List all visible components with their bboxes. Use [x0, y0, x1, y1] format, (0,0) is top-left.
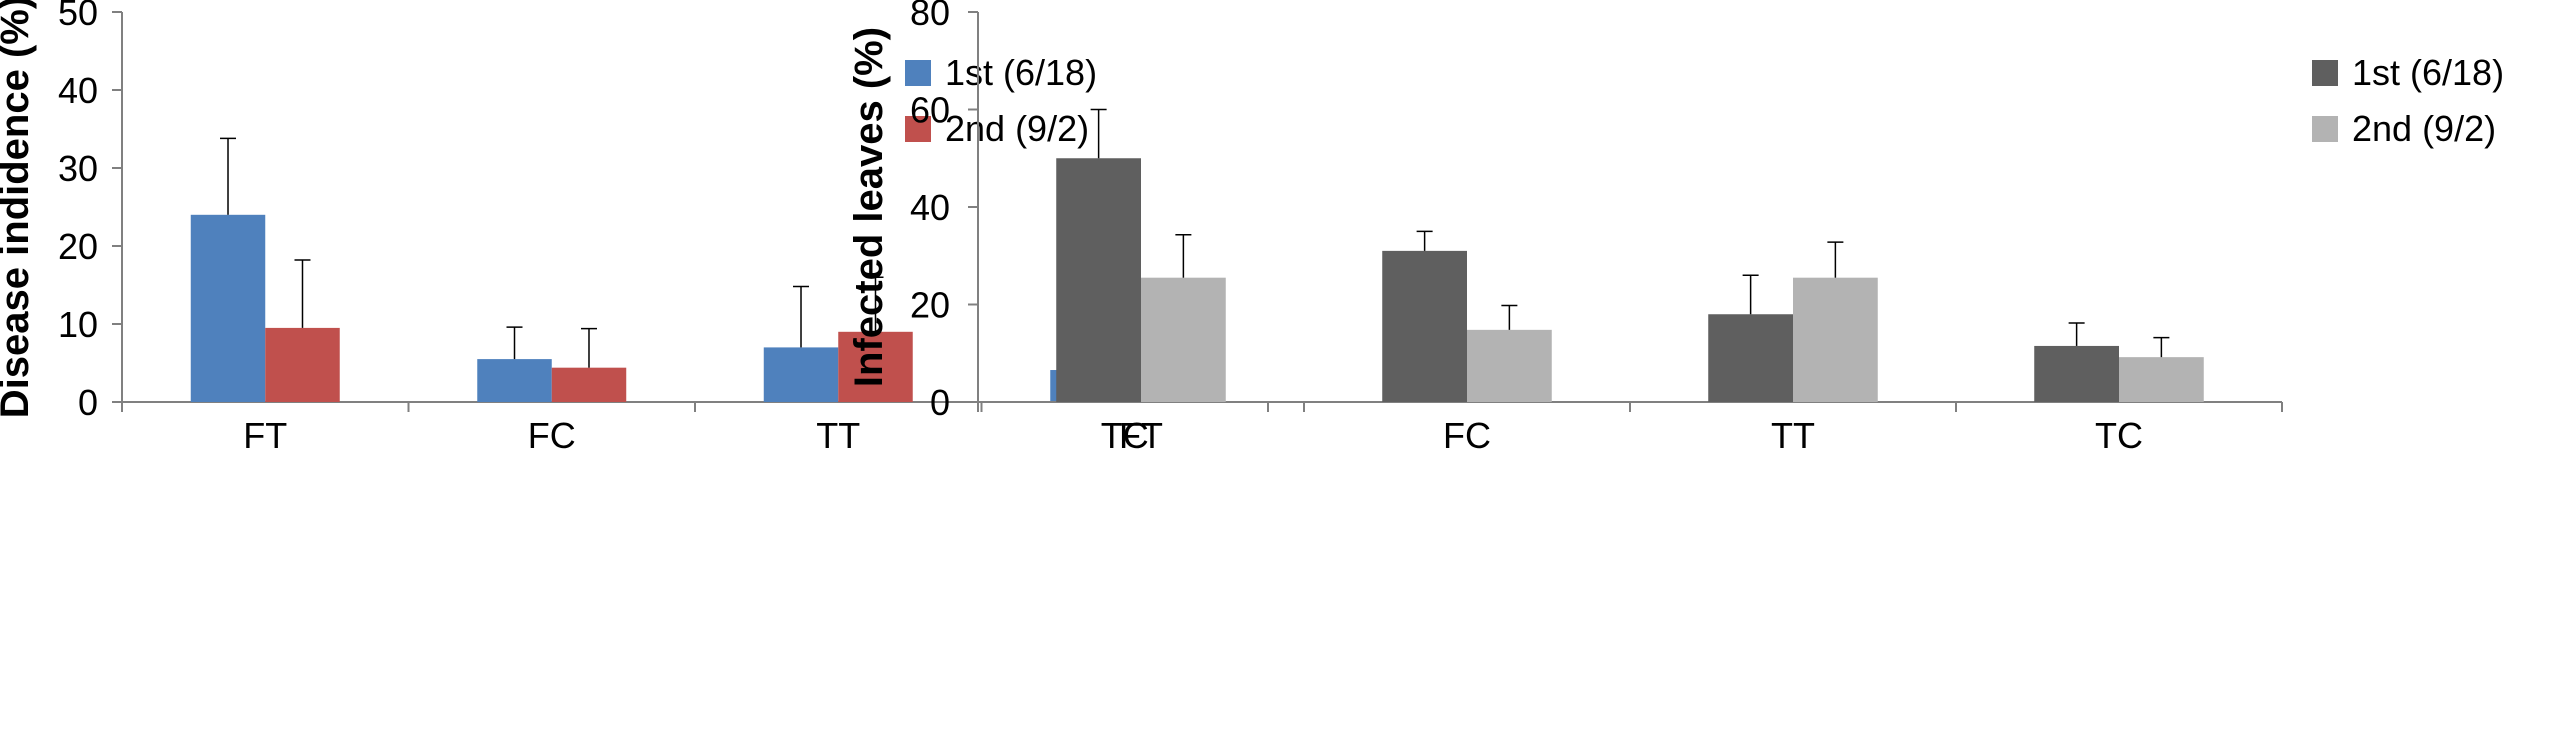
right-y-tick-label: 20 — [910, 285, 950, 326]
right-bar-1st-TT — [1708, 314, 1793, 402]
right-x-tick-label: TT — [1771, 415, 1815, 456]
right-legend-swatch — [2312, 116, 2338, 142]
left-legend-swatch — [905, 60, 931, 86]
left-y-tick-label: 10 — [58, 304, 98, 345]
left-y-tick-label: 40 — [58, 70, 98, 111]
right-y-tick-label: 40 — [910, 187, 950, 228]
left-x-tick-label: TC — [1101, 415, 1149, 456]
right-bar-2nd-FC — [1467, 329, 1552, 402]
right-bar-1st-FT — [1056, 158, 1141, 402]
right-y-tick-label: 0 — [930, 382, 950, 423]
right-bar-1st-FC — [1382, 250, 1467, 402]
right-bar-2nd-FT — [1141, 277, 1226, 402]
right-legend-label: 2nd (9/2) — [2352, 108, 2496, 149]
right-x-tick-label: FC — [1443, 415, 1491, 456]
left-y-tick-label: 0 — [78, 382, 98, 423]
left-y-tick-label: 30 — [58, 148, 98, 189]
left-bar-1st-TT — [763, 347, 839, 402]
right-y-tick-label: 80 — [910, 0, 950, 33]
left-bar-1st-FC — [477, 359, 552, 402]
left-legend-label: 1st (6/18) — [945, 52, 1097, 93]
right-bar-2nd-TC — [2119, 357, 2204, 402]
left-y-tick-label: 20 — [58, 226, 98, 267]
right-bar-2nd-TT — [1793, 277, 1878, 402]
left-bar-2nd-TT — [838, 331, 913, 402]
left-x-tick-label: TT — [816, 415, 860, 456]
right-bar-1st-TC — [2034, 345, 2119, 402]
left-bar-1st-FT — [190, 214, 266, 402]
left-y-tick-label: 50 — [58, 0, 98, 33]
right-y-tick-label: 60 — [910, 90, 950, 131]
left-legend-label: 2nd (9/2) — [945, 108, 1089, 149]
left-x-tick-label: FT — [243, 415, 287, 456]
left-bar-2nd-FT — [265, 327, 340, 402]
left-bar-2nd-FC — [551, 367, 627, 402]
right-legend-label: 1st (6/18) — [2352, 52, 2504, 93]
left-legend-swatch — [905, 116, 931, 142]
left-y-axis-label: Disease indidence (%) — [0, 0, 37, 418]
right-y-axis-label: Infected leaves (%) — [847, 27, 891, 387]
left-x-tick-label: FC — [528, 415, 576, 456]
right-x-tick-label: TC — [2095, 415, 2143, 456]
right-legend-swatch — [2312, 60, 2338, 86]
right-x-tick-label: FT — [1119, 415, 1163, 456]
